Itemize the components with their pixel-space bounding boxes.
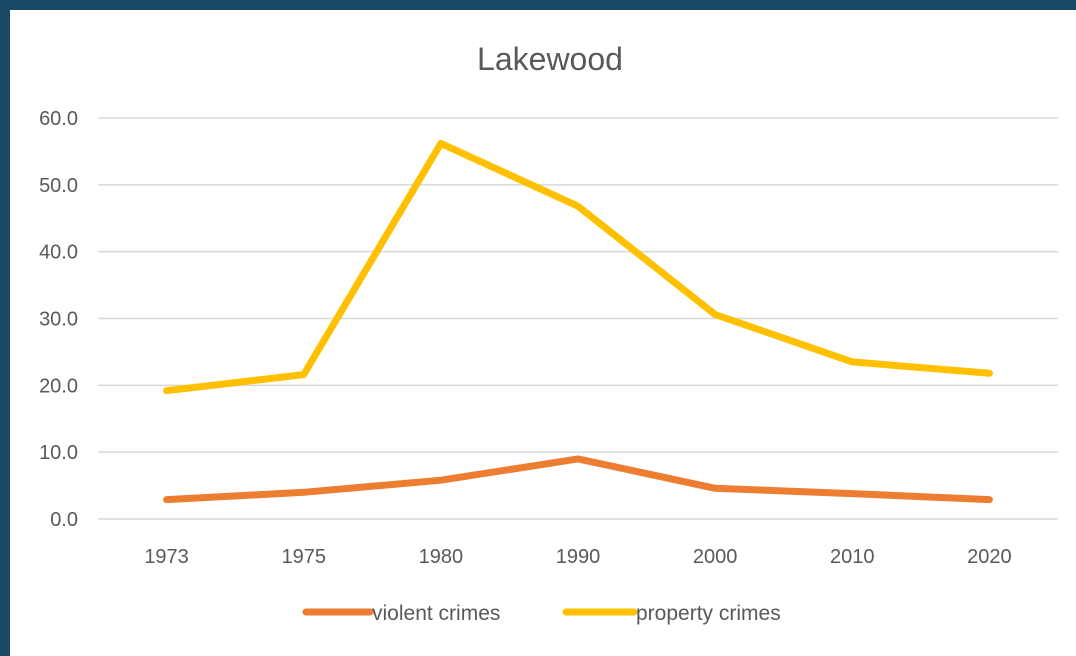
y-tick-label: 20.0: [39, 375, 78, 397]
series-line-property-crimes: [163, 139, 993, 395]
x-tick-label: 1990: [556, 546, 601, 568]
x-tick-label: 2020: [967, 546, 1012, 568]
gridlines: [98, 117, 1058, 520]
y-tick-label: 50.0: [39, 175, 78, 197]
chart-title: Lakewood: [477, 41, 623, 77]
y-tick-label: 40.0: [39, 242, 78, 264]
y-tick-label: 10.0: [39, 442, 78, 464]
y-tick-label: 30.0: [39, 309, 78, 331]
series-lines: [163, 139, 993, 504]
x-tick-label: 1980: [419, 546, 464, 568]
series-line-violent-crimes: [163, 455, 993, 504]
x-tick-label: 2010: [830, 546, 875, 568]
legend-label: property crimes: [636, 602, 781, 625]
chart-area: Lakewood 0.0 10.0 20.0 30.0 40.0 50.0 60.0 197…: [10, 10, 1076, 656]
x-tick-label: 1975: [281, 546, 326, 568]
y-axis-ticks: 0.0 10.0 20.0 30.0 40.0 50.0 60.0: [39, 108, 78, 531]
legend: violent crimes property crimes: [302, 602, 781, 625]
y-tick-label: 60.0: [39, 108, 78, 130]
line-chart: Lakewood 0.0 10.0 20.0 30.0 40.0 50.0 60.0 197…: [39, 41, 1058, 625]
x-tick-label: 1973: [144, 546, 189, 568]
x-axis-ticks: 1973 1975 1980 1990 2000 2010 2020: [144, 546, 1011, 568]
y-tick-label: 0.0: [50, 509, 78, 531]
x-tick-label: 2000: [693, 546, 738, 568]
legend-label: violent crimes: [372, 602, 500, 625]
